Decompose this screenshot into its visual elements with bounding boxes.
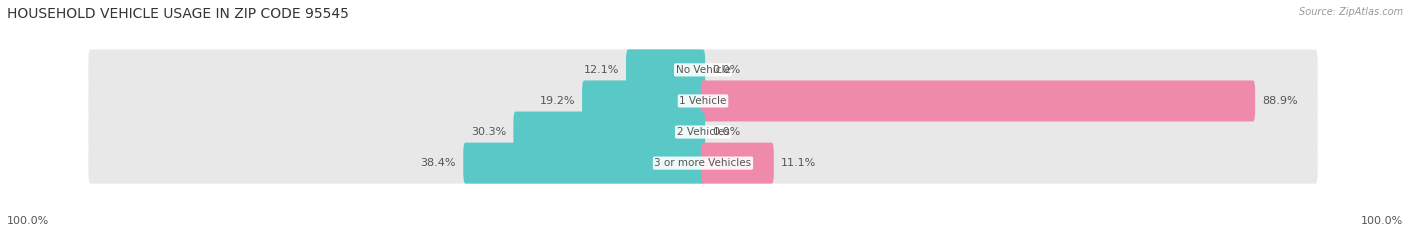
Text: 0.0%: 0.0% — [713, 127, 741, 137]
Text: 11.1%: 11.1% — [780, 158, 817, 168]
Legend: Owner-occupied, Renter-occupied: Owner-occupied, Renter-occupied — [585, 229, 821, 233]
FancyBboxPatch shape — [89, 49, 1317, 90]
Text: 30.3%: 30.3% — [471, 127, 506, 137]
FancyBboxPatch shape — [464, 143, 706, 184]
Text: Source: ZipAtlas.com: Source: ZipAtlas.com — [1299, 7, 1403, 17]
Text: No Vehicle: No Vehicle — [675, 65, 731, 75]
Text: 0.0%: 0.0% — [713, 65, 741, 75]
FancyBboxPatch shape — [89, 143, 1317, 184]
FancyBboxPatch shape — [89, 112, 1317, 153]
Text: 88.9%: 88.9% — [1263, 96, 1298, 106]
Text: 1 Vehicle: 1 Vehicle — [679, 96, 727, 106]
Text: 100.0%: 100.0% — [1361, 216, 1403, 226]
FancyBboxPatch shape — [700, 143, 773, 184]
Text: 2 Vehicles: 2 Vehicles — [676, 127, 730, 137]
Text: 3 or more Vehicles: 3 or more Vehicles — [654, 158, 752, 168]
FancyBboxPatch shape — [582, 80, 706, 121]
FancyBboxPatch shape — [700, 80, 1256, 121]
FancyBboxPatch shape — [513, 112, 706, 153]
Text: 38.4%: 38.4% — [420, 158, 456, 168]
Text: HOUSEHOLD VEHICLE USAGE IN ZIP CODE 95545: HOUSEHOLD VEHICLE USAGE IN ZIP CODE 9554… — [7, 7, 349, 21]
FancyBboxPatch shape — [626, 49, 706, 90]
Text: 12.1%: 12.1% — [583, 65, 619, 75]
Text: 100.0%: 100.0% — [7, 216, 49, 226]
FancyBboxPatch shape — [89, 80, 1317, 121]
Text: 19.2%: 19.2% — [540, 96, 575, 106]
